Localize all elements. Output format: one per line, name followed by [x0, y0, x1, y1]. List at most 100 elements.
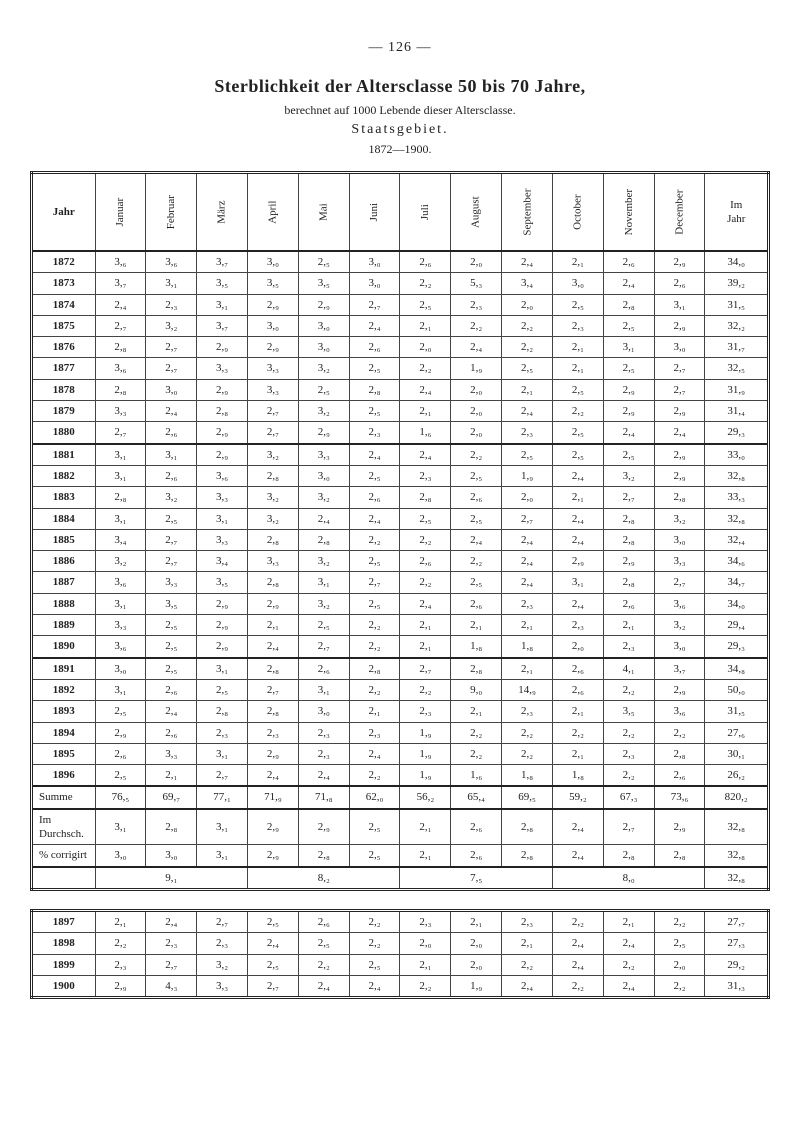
- data-cell: 3,₇: [197, 315, 248, 336]
- data-cell: 2,₁: [451, 615, 502, 636]
- year-cell: 1873: [32, 273, 96, 294]
- data-cell: 2,₅: [603, 315, 654, 336]
- total-cell: 29,₂: [705, 954, 769, 975]
- table-row: 18952,₆3,₃3,₁2,₉2,₃2,₄1,₉2,₂2,₂2,₁2,₃2,₈…: [32, 743, 769, 764]
- data-cell: 2,₃: [146, 294, 197, 315]
- data-cell: 3,₃: [248, 358, 299, 379]
- data-cell: 2,₅: [349, 465, 400, 486]
- data-cell: 2,₄: [400, 379, 451, 400]
- quarterly-row: 9,₁8,₂7,₅8,₀32,₈: [32, 867, 769, 890]
- data-cell: 2,₁: [552, 487, 603, 508]
- data-cell: 3,₅: [146, 593, 197, 614]
- data-cell: 2,₅: [349, 401, 400, 422]
- total-cell: 32,₈: [705, 508, 769, 529]
- data-cell: 2,₂: [400, 572, 451, 593]
- data-cell: 2,₂: [451, 315, 502, 336]
- data-cell: 2,₃: [95, 954, 146, 975]
- data-cell: 2,₈: [349, 379, 400, 400]
- data-cell: 2,₅: [451, 508, 502, 529]
- data-cell: 2,₄: [603, 933, 654, 954]
- data-cell: 2,₁: [552, 251, 603, 273]
- year-cell: 1900: [32, 975, 96, 997]
- data-cell: 2,₅: [502, 358, 553, 379]
- data-cell: 2,₉: [197, 337, 248, 358]
- data-cell: 2,₀: [552, 636, 603, 658]
- data-cell: 2,₈: [248, 701, 299, 722]
- data-cell: 2,₉: [654, 401, 705, 422]
- year-cell: 1890: [32, 636, 96, 658]
- data-cell: 2,₂: [451, 444, 502, 466]
- data-cell: 2,₆: [146, 679, 197, 700]
- data-cell: 2,₄: [146, 910, 197, 932]
- data-cell: 1,₉: [451, 975, 502, 997]
- data-cell: 2,₁: [552, 743, 603, 764]
- data-cell: 2,₉: [248, 294, 299, 315]
- data-cell: 2,₅: [349, 809, 400, 845]
- data-cell: 2,₆: [451, 845, 502, 867]
- total-cell: 31,₇: [705, 337, 769, 358]
- data-cell: 2,₂: [502, 315, 553, 336]
- data-cell: 2,₆: [552, 658, 603, 680]
- data-cell: 2,₉: [95, 722, 146, 743]
- data-cell: 2,₅: [400, 508, 451, 529]
- data-cell: 2,₈: [654, 845, 705, 867]
- data-cell: 3,₁: [298, 679, 349, 700]
- data-cell: 2,₈: [349, 658, 400, 680]
- table-row: 18742,₄2,₃3,₁2,₉2,₉2,₇2,₅2,₃2,₀2,₅2,₈3,₁…: [32, 294, 769, 315]
- total-cell: 29,₃: [705, 422, 769, 444]
- data-cell: 71,₈: [298, 786, 349, 808]
- data-cell: 2,₄: [146, 401, 197, 422]
- data-cell: 3,₃: [248, 551, 299, 572]
- year-cell: 1872: [32, 251, 96, 273]
- table-header: Jahr Januar Februar März April Mai Juni …: [32, 173, 769, 252]
- data-cell: 2,₅: [552, 444, 603, 466]
- data-cell: 2,₅: [400, 294, 451, 315]
- total-cell: 27,₃: [705, 933, 769, 954]
- data-cell: 2,₇: [654, 379, 705, 400]
- year-cell: 1880: [32, 422, 96, 444]
- data-cell: 2,₃: [146, 933, 197, 954]
- data-cell: 2,₈: [248, 465, 299, 486]
- data-cell: 2,₁: [502, 658, 553, 680]
- data-cell: 2,₅: [146, 615, 197, 636]
- data-cell: 2,₃: [603, 743, 654, 764]
- data-cell: 2,₈: [197, 701, 248, 722]
- total-cell: 29,₃: [705, 636, 769, 658]
- data-cell: 3,₂: [146, 487, 197, 508]
- data-cell: 2,₀: [400, 337, 451, 358]
- table-row: 18923,₁2,₆2,₅2,₇3,₁2,₂2,₂9,₀14,₉2,₆2,₂2,…: [32, 679, 769, 700]
- data-cell: 2,₄: [603, 422, 654, 444]
- data-cell: 3,₄: [95, 529, 146, 550]
- data-cell: 2,₀: [400, 933, 451, 954]
- mini-body: 9,₁8,₂7,₅8,₀32,₈: [32, 867, 769, 890]
- data-cell: 3,₁: [197, 294, 248, 315]
- data-cell: 2,₁: [400, 401, 451, 422]
- data-cell: 2,₂: [451, 551, 502, 572]
- data-cell: 2,₃: [502, 910, 553, 932]
- data-cell: 3,₄: [502, 273, 553, 294]
- data-cell: 3,₇: [95, 273, 146, 294]
- data-cell: 2,₀: [451, 954, 502, 975]
- data-cell: 2,₁: [248, 615, 299, 636]
- durchschnitt-row: Im Durchsch.3,₁2,₈3,₁2,₉2,₉2,₅2,₁2,₆2,₈2…: [32, 809, 769, 845]
- data-cell: 2,₃: [197, 722, 248, 743]
- data-cell: 3,₃: [95, 401, 146, 422]
- data-cell: 2,₁: [400, 809, 451, 845]
- col-januar: Januar: [95, 173, 146, 252]
- table-row: 18793,₃2,₄2,₈2,₇3,₂2,₅2,₁2,₀2,₄2,₂2,₉2,₉…: [32, 401, 769, 422]
- table-row: 18733,₇3,₁3,₅3,₅3,₅3,₀2,₂5,₃3,₄3,₀2,₄2,₆…: [32, 273, 769, 294]
- data-cell: 3,₁: [95, 508, 146, 529]
- data-cell: 2,₉: [197, 593, 248, 614]
- data-cell: 2,₇: [654, 572, 705, 593]
- data-cell: 2,₂: [654, 722, 705, 743]
- data-cell: 3,₂: [603, 465, 654, 486]
- data-cell: 3,₀: [146, 845, 197, 867]
- data-cell: 2,₄: [400, 593, 451, 614]
- data-cell: 3,₃: [146, 572, 197, 593]
- data-cell: 3,₃: [197, 487, 248, 508]
- data-cell: 2,₅: [95, 765, 146, 787]
- data-cell: 2,₈: [95, 487, 146, 508]
- data-cell: 2,₉: [248, 743, 299, 764]
- data-cell: 2,₄: [451, 337, 502, 358]
- data-cell: 2,₉: [95, 975, 146, 997]
